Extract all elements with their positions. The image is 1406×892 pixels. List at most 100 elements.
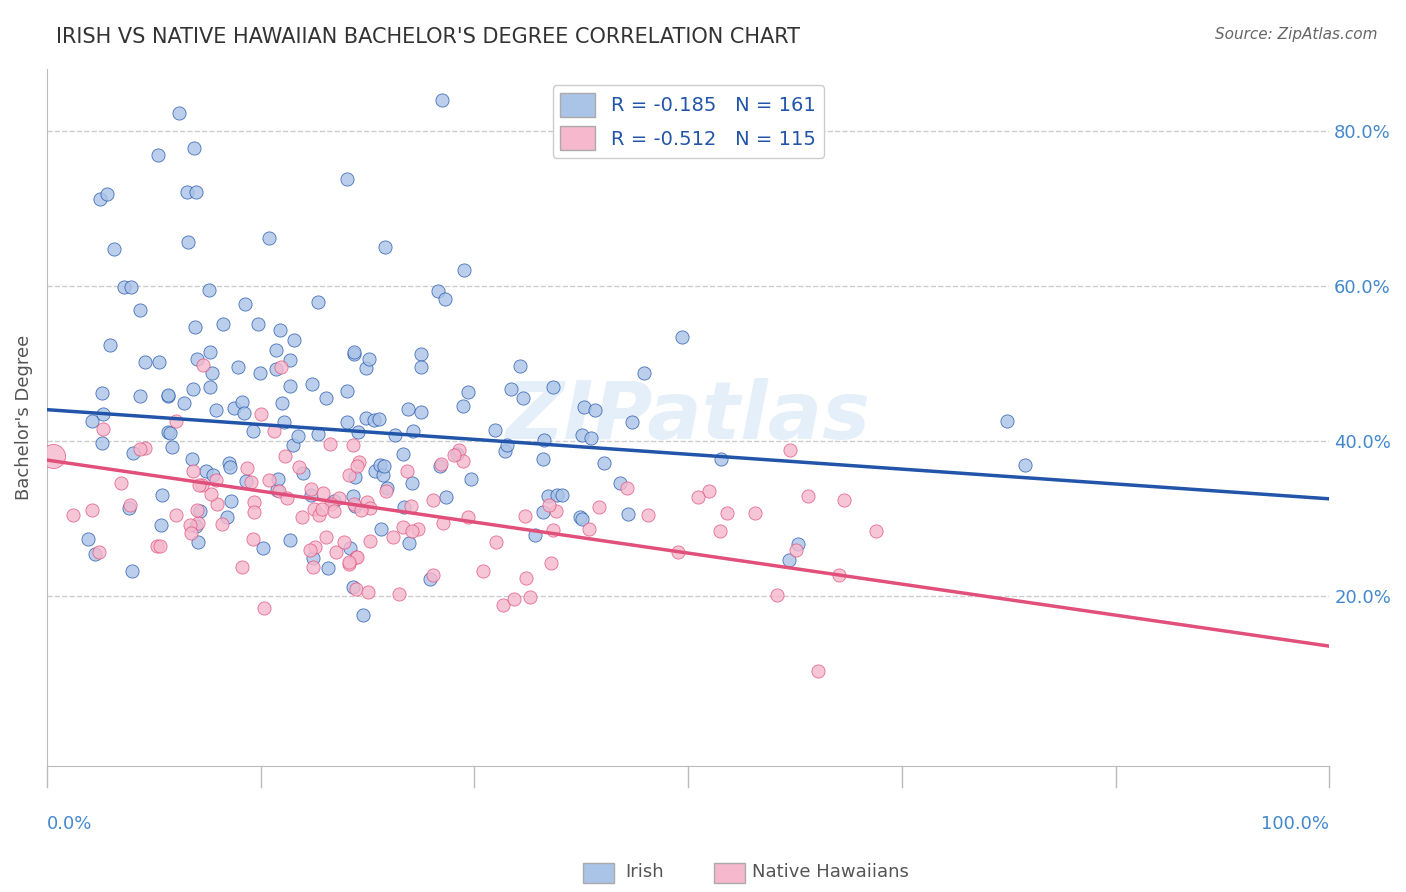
Point [388, 587, 411, 601]
Point [401, 476, 423, 491]
Point [231, 559, 253, 574]
Point [609, 476, 631, 491]
Point [374, 484, 396, 499]
Point [299, 487, 322, 501]
Point [593, 456, 616, 470]
Point [523, 528, 546, 542]
Point [337, 555, 360, 569]
Point [671, 329, 693, 343]
Point [349, 455, 371, 469]
Point [278, 353, 301, 368]
Point [394, 500, 416, 514]
Point [270, 396, 292, 410]
Point [422, 567, 444, 582]
Point [370, 522, 392, 536]
Point [319, 437, 342, 451]
Point [337, 557, 360, 571]
Point [82, 503, 104, 517]
Text: 0.0%: 0.0% [46, 815, 93, 833]
Point [211, 517, 233, 532]
Point [616, 481, 638, 495]
Point [226, 360, 249, 375]
Point [91, 407, 114, 421]
Point [484, 423, 506, 437]
Point [374, 240, 396, 254]
Point [299, 543, 322, 558]
Point [449, 443, 471, 458]
Point [315, 392, 337, 406]
Point [342, 489, 364, 503]
Point [165, 508, 187, 523]
Point [205, 474, 228, 488]
Point [190, 504, 212, 518]
Point [343, 497, 366, 511]
Point [325, 545, 347, 559]
Point [494, 444, 516, 458]
Point [186, 351, 208, 366]
Point [120, 279, 142, 293]
Point [112, 280, 135, 294]
Point [451, 399, 474, 413]
Point [176, 185, 198, 199]
Point [697, 483, 720, 498]
Point [807, 665, 830, 679]
Point [496, 438, 519, 452]
Point [181, 464, 204, 478]
Point [392, 447, 415, 461]
Point [201, 468, 224, 483]
Point [710, 451, 733, 466]
Point [173, 395, 195, 409]
Point [995, 414, 1018, 428]
Point [457, 384, 479, 399]
Point [307, 295, 329, 310]
Point [346, 458, 368, 473]
Point [337, 467, 360, 482]
Legend: R = -0.185   N = 161, R = -0.512   N = 115: R = -0.185 N = 161, R = -0.512 N = 115 [553, 86, 824, 158]
Point [287, 460, 309, 475]
Point [308, 508, 330, 523]
Point [180, 525, 202, 540]
Point [128, 442, 150, 456]
Point [134, 355, 156, 369]
Point [541, 523, 564, 537]
Point [384, 427, 406, 442]
Point [453, 453, 475, 467]
Point [865, 524, 887, 538]
Point [98, 337, 121, 351]
Point [346, 549, 368, 564]
Point [409, 359, 432, 374]
Text: Source: ZipAtlas.com: Source: ZipAtlas.com [1215, 27, 1378, 42]
Point [828, 567, 851, 582]
Point [191, 478, 214, 492]
Point [401, 524, 423, 539]
Point [122, 446, 145, 460]
Point [90, 386, 112, 401]
Point [395, 464, 418, 478]
Point [342, 580, 364, 594]
Point [283, 333, 305, 347]
Point [103, 242, 125, 256]
Point [434, 491, 457, 505]
Point [249, 366, 271, 380]
Point [617, 507, 640, 521]
Point [167, 106, 190, 120]
Point [62, 508, 84, 522]
Point [519, 591, 541, 605]
Point [540, 556, 562, 570]
Point [537, 498, 560, 512]
Point [302, 502, 325, 516]
Point [359, 533, 381, 548]
Point [328, 491, 350, 505]
Point [785, 543, 807, 558]
Point [204, 403, 226, 417]
Point [472, 564, 495, 578]
Point [264, 343, 287, 357]
Point [187, 516, 209, 530]
Point [368, 412, 391, 426]
Point [515, 571, 537, 585]
Point [346, 425, 368, 439]
Point [354, 410, 377, 425]
Point [512, 391, 534, 405]
Point [80, 414, 103, 428]
Point [509, 359, 531, 374]
